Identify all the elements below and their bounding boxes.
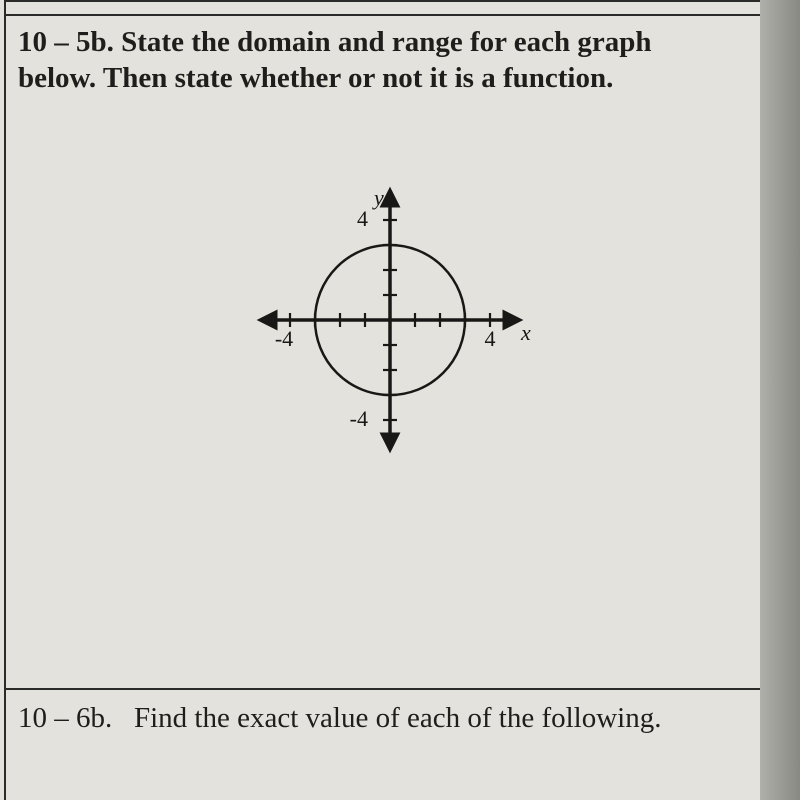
graph-svg: 4 -4 4 -4 x y — [210, 180, 570, 460]
page-shadow-edge — [760, 0, 800, 800]
problem-5b-text: 10 – 5b. State the domain and range for … — [18, 24, 730, 97]
svg-text:4: 4 — [357, 206, 368, 231]
problem-5b-body: State the domain and range for each grap… — [18, 26, 651, 94]
svg-text:x: x — [520, 320, 531, 345]
svg-text:-4: -4 — [275, 326, 293, 351]
rule-above-problem-a — [4, 14, 760, 16]
worksheet-page: 10 – 5b. State the domain and range for … — [0, 0, 760, 800]
svg-text:4: 4 — [485, 326, 496, 351]
problem-6b-text: 10 – 6b. Find the exact value of each of… — [18, 700, 730, 737]
problem-6b-body: Find the exact value of each of the foll… — [134, 702, 661, 734]
svg-text:y: y — [372, 185, 384, 210]
rule-above-problem-b — [4, 688, 760, 690]
top-rule — [4, 0, 760, 2]
svg-text:-4: -4 — [350, 406, 368, 431]
problem-5b-number: 10 – 5b. — [18, 26, 114, 58]
circle-graph: 4 -4 4 -4 x y — [210, 180, 570, 460]
left-margin-rule — [4, 0, 6, 800]
problem-6b-number: 10 – 6b. — [18, 702, 112, 734]
